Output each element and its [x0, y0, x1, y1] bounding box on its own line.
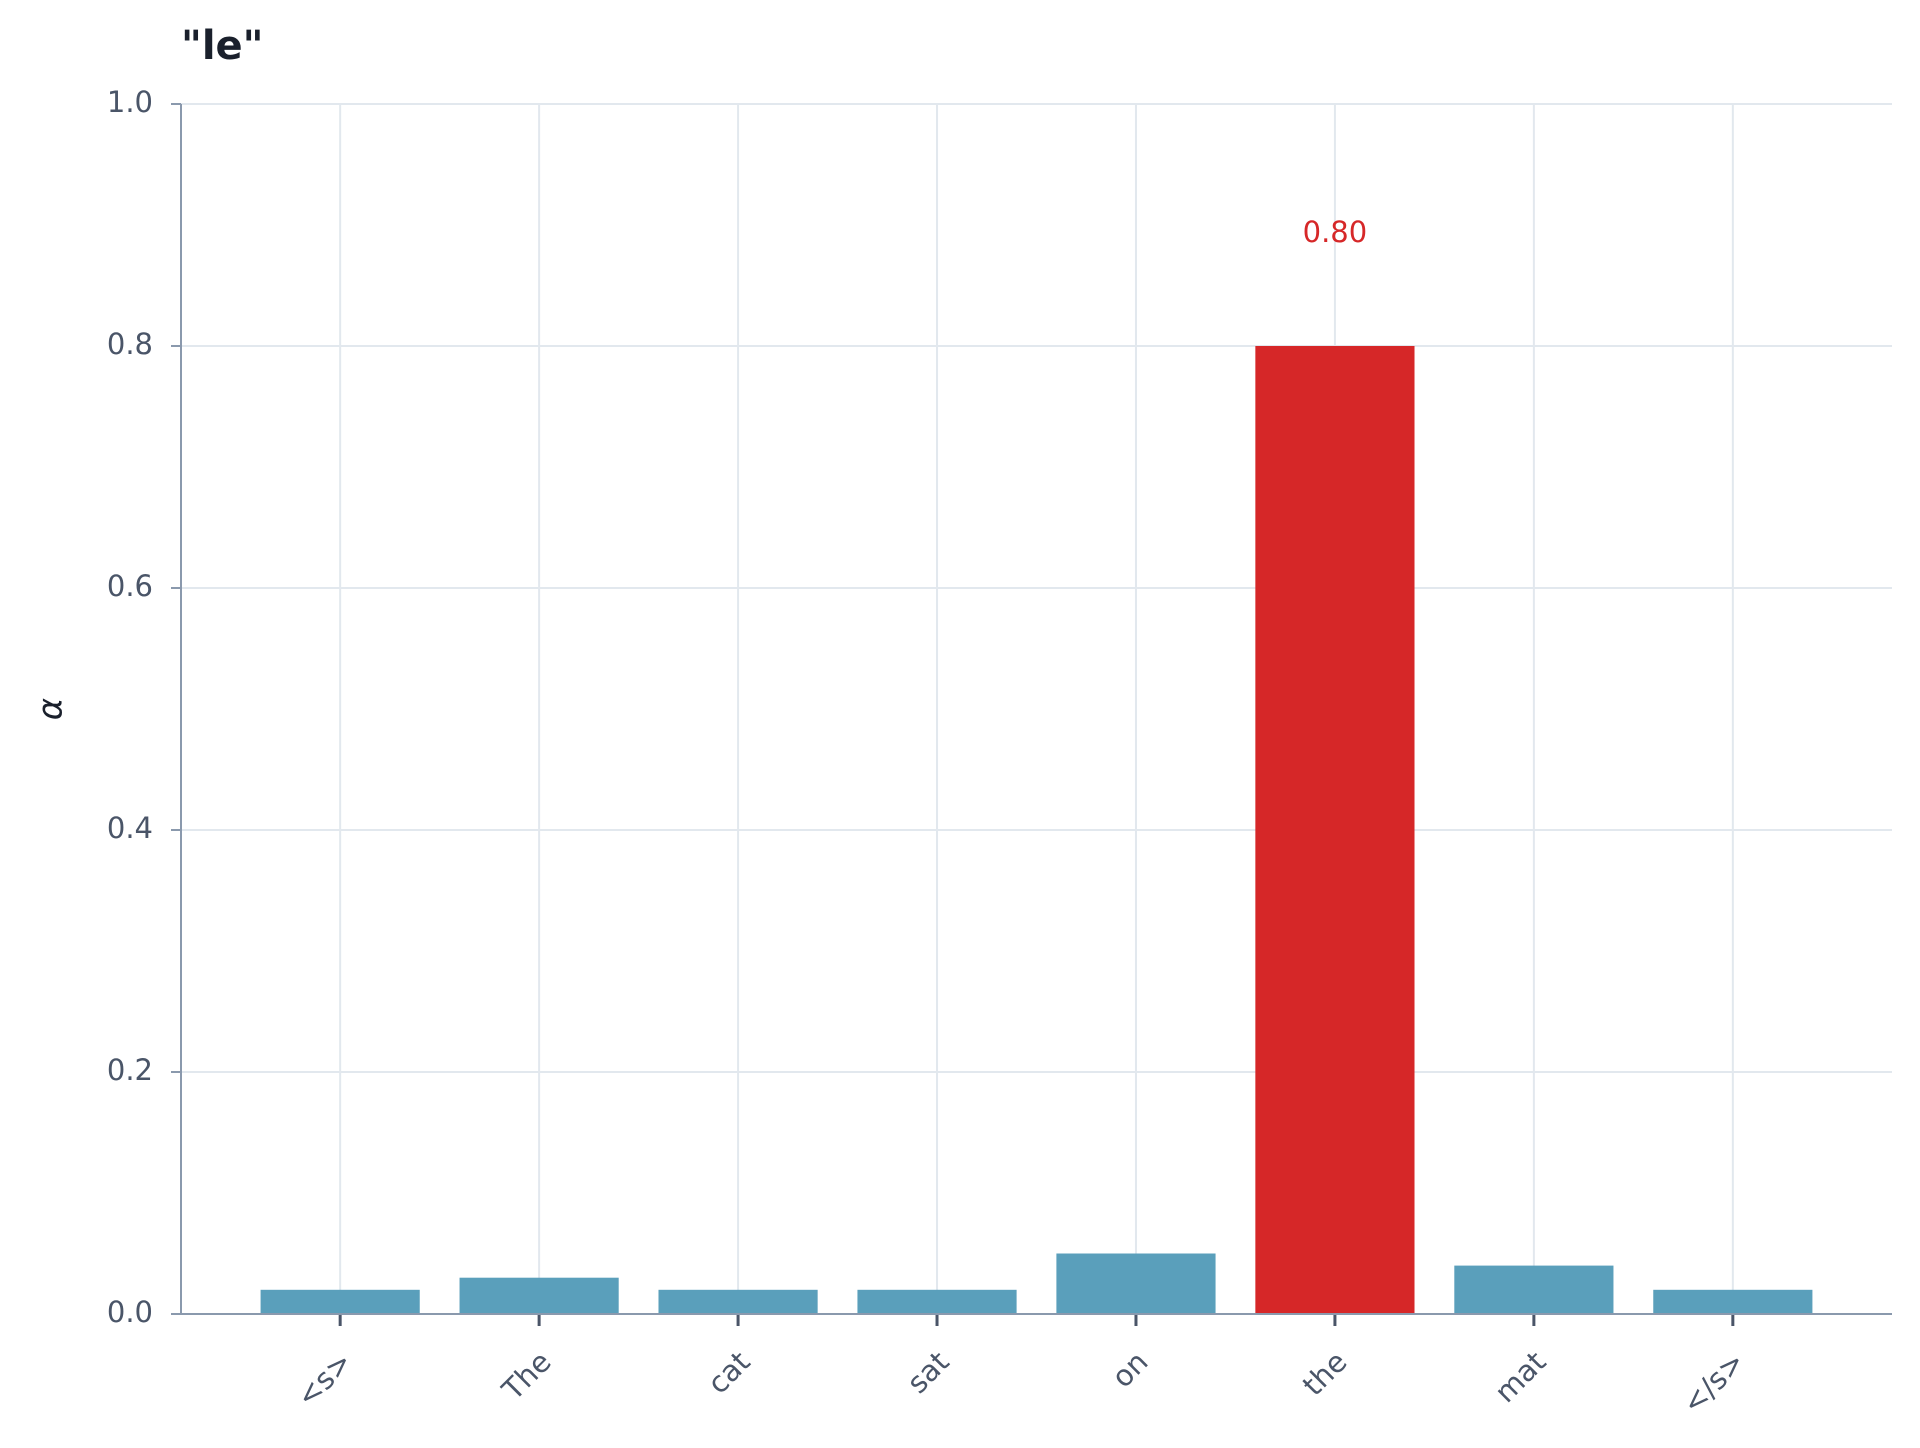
y-tick-label: 1.0: [107, 85, 153, 119]
value-label: 0.80: [1303, 215, 1368, 249]
x-tick-label: the: [1296, 1345, 1354, 1403]
bar: [1653, 1289, 1813, 1314]
bar: [857, 1289, 1017, 1314]
bar: [1255, 346, 1415, 1314]
y-tick-label: 0.8: [107, 327, 153, 361]
y-tick-label: 0.2: [107, 1053, 153, 1087]
x-tick-label: </s>: [1675, 1345, 1751, 1421]
x-tick-label: cat: [701, 1345, 757, 1401]
bar: [658, 1289, 818, 1314]
bar: [1454, 1265, 1614, 1314]
x-tick-label: sat: [900, 1345, 955, 1400]
chart-title: "le": [181, 23, 264, 69]
y-tick-label: 0.0: [107, 1295, 153, 1329]
x-tick-label: on: [1105, 1345, 1155, 1395]
y-tick-label: 0.6: [107, 569, 153, 603]
y-axis-label: α: [31, 698, 71, 720]
bar: [260, 1289, 420, 1314]
x-tick-label: mat: [1488, 1345, 1553, 1410]
y-tick-label: 0.4: [107, 811, 153, 845]
bar: [1056, 1253, 1216, 1314]
bar: [459, 1277, 619, 1314]
x-tick-label: <s>: [290, 1345, 359, 1414]
x-tick-label: The: [495, 1345, 558, 1408]
